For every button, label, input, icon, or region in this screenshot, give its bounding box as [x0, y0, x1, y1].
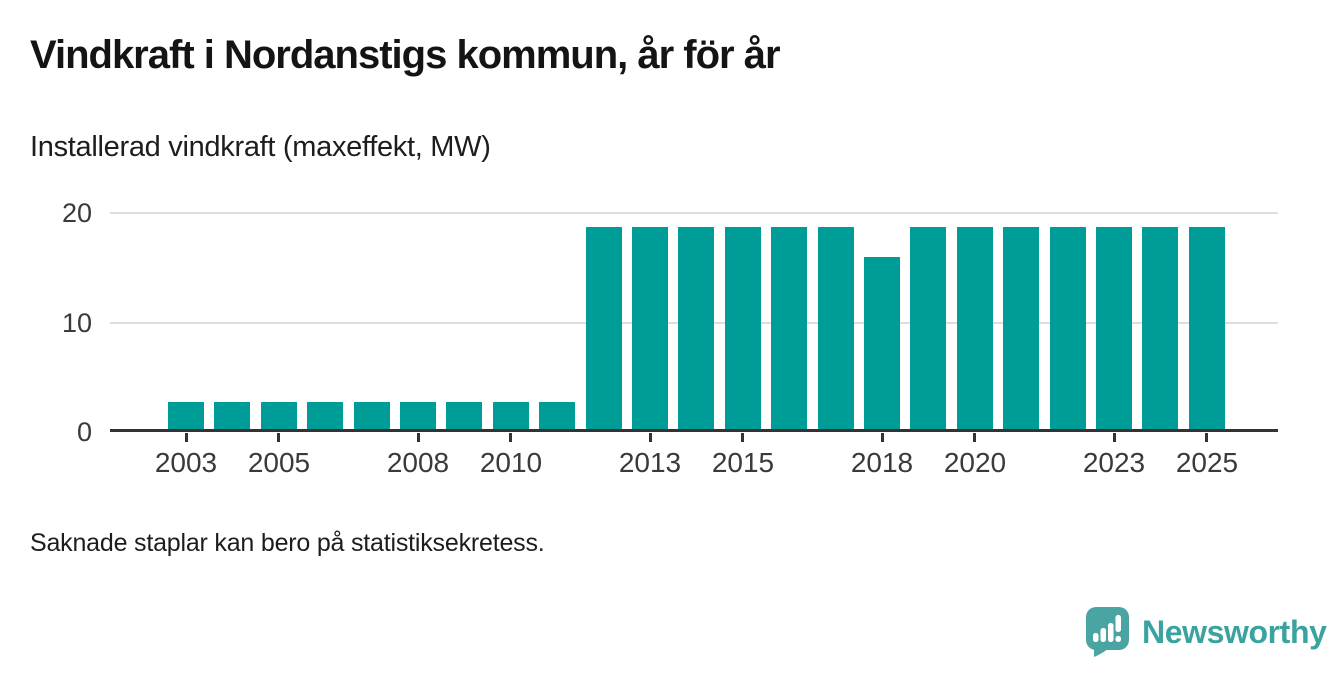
- x-tick-2010: [509, 433, 512, 442]
- y-axis-label-10: 10: [61, 308, 92, 338]
- x-axis-label-2018: 2018: [850, 447, 914, 478]
- x-axis-label-2015: 2015: [711, 447, 775, 478]
- bar-2024: [1142, 227, 1178, 432]
- bar-2011: [539, 402, 575, 432]
- bar-2013: [632, 227, 668, 432]
- bar-2006: [307, 402, 343, 432]
- bar-2020: [957, 227, 993, 432]
- bar-2007: [354, 402, 390, 432]
- gridline-20: [110, 212, 1278, 214]
- bar-2022: [1050, 227, 1086, 432]
- bar-2014: [678, 227, 714, 432]
- x-tick-2025: [1205, 433, 1208, 442]
- newsworthy-wordmark: Newsworthy: [1142, 613, 1327, 650]
- bar-2021: [1003, 227, 1039, 432]
- y-axis-label-20: 20: [61, 198, 92, 228]
- newsworthy-logo-icon: [1086, 607, 1129, 657]
- x-tick-2005: [277, 433, 280, 442]
- footnote: Saknade staplar kan bero på statistiksek…: [30, 529, 545, 557]
- chart-title: Vindkraft i Nordanstigs kommun, år för å…: [30, 33, 781, 77]
- chart-subtitle: Installerad vindkraft (maxeffekt, MW): [30, 131, 491, 163]
- x-axis-label-2025: 2025: [1175, 447, 1239, 478]
- bar-2005: [261, 402, 297, 432]
- bar-2004: [214, 402, 250, 432]
- x-axis-label-2010: 2010: [479, 447, 543, 478]
- bar-2009: [446, 402, 482, 432]
- bar-2015: [725, 227, 761, 432]
- x-axis-label-2003: 2003: [154, 447, 218, 478]
- x-axis-label-2005: 2005: [247, 447, 311, 478]
- bar-2017: [818, 227, 854, 432]
- x-tick-2023: [1113, 433, 1116, 442]
- bar-2003: [168, 402, 204, 432]
- x-axis-label-2008: 2008: [386, 447, 450, 478]
- x-tick-2018: [881, 433, 884, 442]
- y-axis-label-0: 0: [76, 417, 92, 447]
- newsworthy-logo: Newsworthy: [1085, 606, 1327, 658]
- bar-2023: [1096, 227, 1132, 432]
- bar-2016: [771, 227, 807, 432]
- x-axis-line: [110, 429, 1278, 432]
- x-tick-2003: [185, 433, 188, 442]
- x-axis-label-2023: 2023: [1082, 447, 1146, 478]
- bar-2008: [400, 402, 436, 432]
- x-axis-label-2020: 2020: [943, 447, 1007, 478]
- x-tick-2008: [417, 433, 420, 442]
- x-tick-2020: [973, 433, 976, 442]
- bar-2025: [1189, 227, 1225, 432]
- bar-2019: [910, 227, 946, 432]
- x-axis-label-2013: 2013: [618, 447, 682, 478]
- x-tick-2013: [649, 433, 652, 442]
- bar-2012: [586, 227, 622, 432]
- bar-chart-plot: 0 10 20 2003 2005 2008 2010 2013 2015 2018 2020 202…: [61, 198, 1278, 478]
- bar-2010: [493, 402, 529, 432]
- x-tick-2015: [741, 433, 744, 442]
- bar-2018: [864, 257, 900, 432]
